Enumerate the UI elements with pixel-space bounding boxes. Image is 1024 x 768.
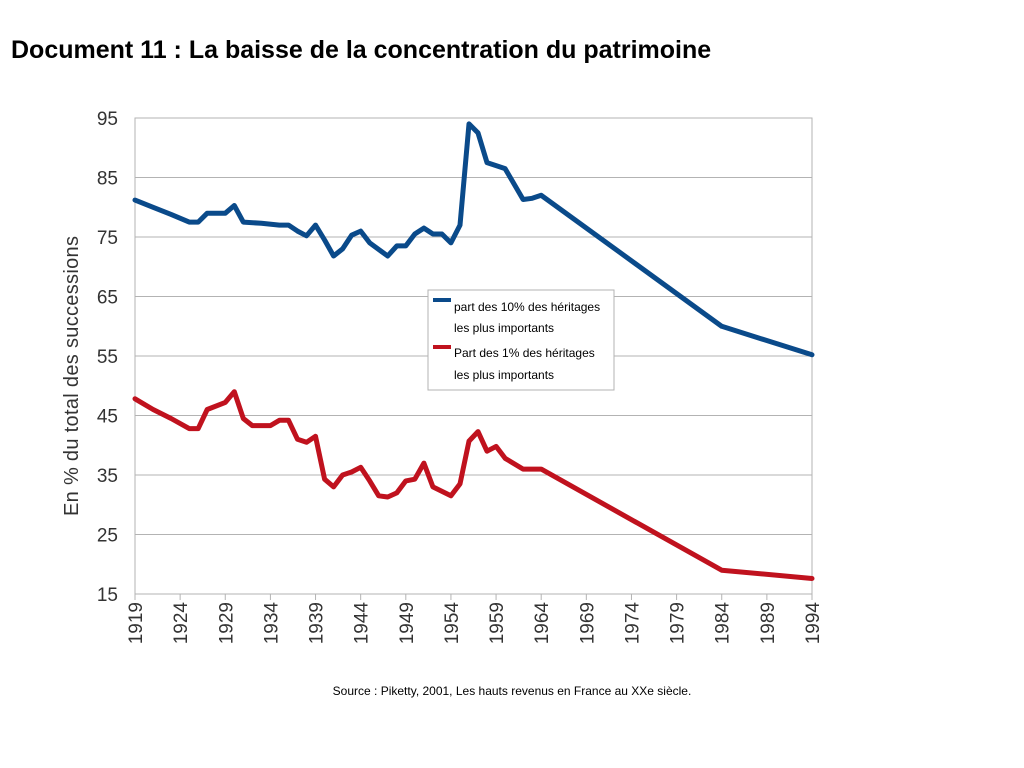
x-tick-label-1944: 1944 xyxy=(352,602,373,645)
legend-box xyxy=(427,289,615,391)
y-tick-label-25: 25 xyxy=(97,526,118,547)
series-line-top-10 xyxy=(132,121,815,358)
source-note: Source : Piketty, 2001, Les hauts revenu… xyxy=(332,684,692,698)
x-tick-label-1969: 1969 xyxy=(577,602,598,644)
y-tick-label-35: 35 xyxy=(97,466,118,487)
y-tick-label-45: 45 xyxy=(97,407,118,428)
x-tick-label-1984: 1984 xyxy=(713,602,734,645)
x-tick-label-1934: 1934 xyxy=(261,602,282,645)
x-tick-label-1964: 1964 xyxy=(532,602,553,645)
x-axis-ticks: 1919 1924 1929 1934 1939 1944 1949 1954 1959 1964… xyxy=(126,594,824,644)
x-tick-label-1989: 1989 xyxy=(758,602,779,644)
legend-label-top-1-line1: Part des 1% des héritages xyxy=(454,346,595,360)
x-tick-label-1919: 1919 xyxy=(126,602,147,644)
x-tick-label-1939: 1939 xyxy=(307,602,328,644)
x-tick-label-1929: 1929 xyxy=(216,602,237,644)
x-tick-label-1974: 1974 xyxy=(622,602,643,645)
legend-label-top-1-line2: les plus importants xyxy=(454,368,554,382)
page-title: Document 11 : La baisse de la concentrat… xyxy=(11,36,712,64)
legend: part des 10% des héritages les plus impo… xyxy=(427,289,615,391)
y-tick-label-85: 85 xyxy=(97,169,118,190)
legend-label-top-10-line1: part des 10% des héritages xyxy=(454,300,600,314)
x-tick-label-1979: 1979 xyxy=(668,602,689,644)
series-layer xyxy=(132,121,815,581)
x-tick-label-1959: 1959 xyxy=(487,602,508,644)
x-tick-label-1994: 1994 xyxy=(803,602,824,645)
x-tick-label-1949: 1949 xyxy=(397,602,418,644)
y-axis-label: En % du total des successions xyxy=(61,236,83,516)
y-tick-label-65: 65 xyxy=(97,288,118,309)
y-tick-label-15: 15 xyxy=(97,585,118,606)
y-tick-label-75: 75 xyxy=(97,228,118,249)
x-tick-label-1954: 1954 xyxy=(442,602,463,645)
series-line-top-1 xyxy=(132,389,815,581)
x-tick-label-1924: 1924 xyxy=(171,602,192,645)
y-tick-label-55: 55 xyxy=(97,347,118,368)
y-tick-label-95: 95 xyxy=(97,109,118,130)
y-axis-ticks: 15 25 35 45 55 65 75 85 95 xyxy=(97,109,118,606)
legend-label-top-10-line2: les plus importants xyxy=(454,321,554,335)
